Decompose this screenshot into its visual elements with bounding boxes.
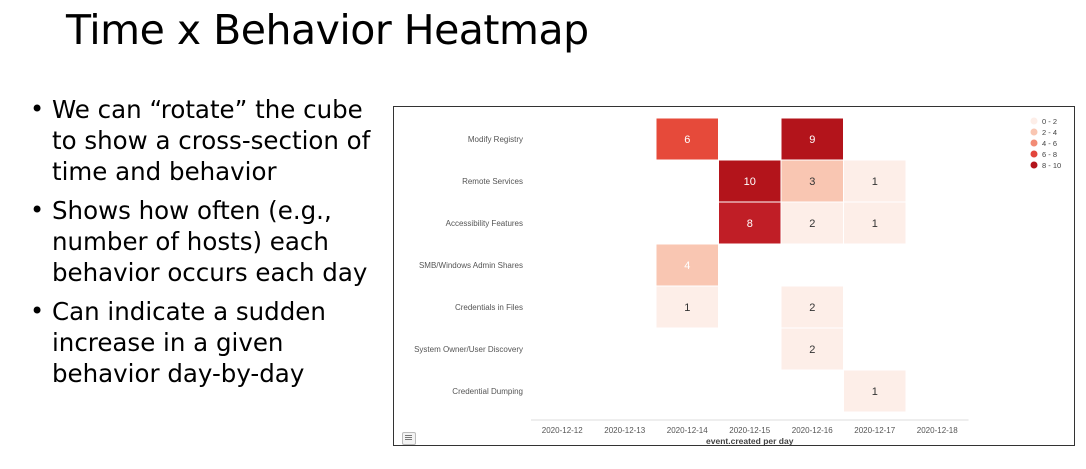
bullet-item: Shows how often (e.g., number of hosts) … xyxy=(30,195,375,288)
cell-value-label: 9 xyxy=(809,134,815,146)
cell-value-label: 1 xyxy=(684,302,690,314)
x-tick-label: 2020-12-16 xyxy=(792,426,833,435)
legend-swatch xyxy=(1030,117,1038,125)
heatmap-cell xyxy=(655,285,719,329)
x-tick-label: 2020-12-18 xyxy=(917,426,958,435)
slide-title: Time x Behavior Heatmap xyxy=(66,6,589,54)
legend-label: 2 - 4 xyxy=(1042,128,1057,137)
bullet-list: We can “rotate” the cube to show a cross… xyxy=(30,94,375,397)
heatmap-chart: Modify Registry Remote Services Accessibil… xyxy=(414,117,1061,445)
cell-value-label: 2 xyxy=(809,344,815,356)
legend-swatch xyxy=(1030,150,1038,158)
legend-label: 6 - 8 xyxy=(1042,150,1057,159)
x-tick-label: 2020-12-17 xyxy=(854,426,895,435)
y-tick-label: Credential Dumping xyxy=(452,387,523,396)
bullet-item: We can “rotate” the cube to show a cross… xyxy=(30,94,375,187)
cell-value-label: 1 xyxy=(872,218,878,230)
y-tick-label: SMB/Windows Admin Shares xyxy=(419,261,523,270)
x-tick-label: 2020-12-14 xyxy=(667,426,708,435)
y-tick-label: System Owner/User Discovery xyxy=(414,345,523,354)
heatmap-cell xyxy=(780,327,844,371)
heatmap-cell xyxy=(718,201,782,245)
cell-value-label: 10 xyxy=(744,176,756,188)
legend-toggle-icon[interactable] xyxy=(402,432,416,445)
heatmap-cell xyxy=(843,159,907,203)
x-tick-label: 2020-12-13 xyxy=(604,426,645,435)
heatmap-cell xyxy=(843,201,907,245)
y-tick-label: Accessibility Features xyxy=(446,219,523,228)
legend-swatch xyxy=(1030,128,1038,136)
heatmap-cell xyxy=(655,117,719,161)
heatmap-cell xyxy=(780,285,844,329)
legend-label: 8 - 10 xyxy=(1042,161,1061,170)
y-tick-label: Modify Registry xyxy=(468,135,523,144)
cell-value-label: 3 xyxy=(809,176,815,188)
y-tick-label: Remote Services xyxy=(462,177,523,186)
legend-label: 4 - 6 xyxy=(1042,139,1057,148)
bullet-item: Can indicate a sudden increase in a give… xyxy=(30,296,375,389)
x-tick-label: 2020-12-12 xyxy=(542,426,583,435)
cell-value-label: 4 xyxy=(684,260,690,272)
cell-value-label: 1 xyxy=(872,386,878,398)
cell-value-label: 2 xyxy=(809,302,815,314)
legend-label: 0 - 2 xyxy=(1042,117,1057,126)
heatmap-cell xyxy=(655,243,719,287)
y-tick-label: Credentials in Files xyxy=(455,303,523,312)
cell-value-label: 1 xyxy=(872,176,878,188)
x-axis-title: event.created per day xyxy=(706,436,794,445)
legend-swatch xyxy=(1030,161,1038,169)
cell-value-label: 8 xyxy=(747,218,753,230)
cell-value-label: 6 xyxy=(684,134,690,146)
heatmap-cell xyxy=(780,117,844,161)
cell-value-label: 2 xyxy=(809,218,815,230)
x-tick-label: 2020-12-15 xyxy=(729,426,770,435)
heatmap-chart-panel: Modify Registry Remote Services Accessibil… xyxy=(393,106,1075,446)
heatmap-cell xyxy=(843,369,907,413)
legend-swatch xyxy=(1030,139,1038,147)
